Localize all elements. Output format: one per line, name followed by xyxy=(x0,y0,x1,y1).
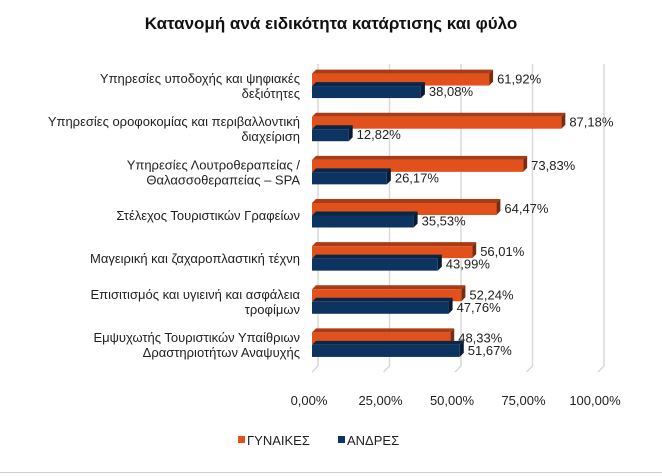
bar-front xyxy=(312,258,438,271)
bar-top xyxy=(312,254,442,259)
bar-top xyxy=(312,211,418,216)
category-label-line: Υπηρεσίες Λουτροθεραπείας / xyxy=(127,157,301,172)
legend-swatch xyxy=(338,436,345,443)
data-label: 52,24% xyxy=(469,287,514,302)
category-label-line: Θαλασσοθεραπείας – SPA xyxy=(146,172,300,187)
floor-gridline xyxy=(454,365,462,373)
category-label: Στέλεχος Τουριστικών Γραφείων xyxy=(116,208,300,223)
data-label: 12,82% xyxy=(357,127,402,142)
bar-side xyxy=(348,125,353,142)
bar-side xyxy=(472,242,477,259)
bar-top xyxy=(312,69,494,74)
x-tick-label: 50,00% xyxy=(430,393,475,408)
bar-men xyxy=(312,297,453,314)
bar-front xyxy=(312,301,449,314)
data-label: 64,47% xyxy=(504,201,549,216)
category-label-line: Δραστηριοτήτων Αναψυχής xyxy=(143,345,300,360)
category-label: Μαγειρική και ζαχαροπλαστική τέχνη xyxy=(90,251,300,266)
floor-gridline xyxy=(597,365,605,373)
bar-top xyxy=(312,297,453,302)
bar-side xyxy=(450,328,455,345)
category-label: Εμψυχωτής Τουριστικών Υπαίθριων Δραστηριο… xyxy=(93,330,300,360)
chart-title: Κατανομή ανά ειδικότητα κατάρτισης και φ… xyxy=(145,14,518,33)
bar-side xyxy=(496,199,501,215)
x-tick-label: 25,00% xyxy=(358,393,403,408)
bar-men xyxy=(312,82,425,99)
data-label: 35,53% xyxy=(422,214,467,229)
bar-men xyxy=(312,125,353,142)
x-tick-label: 0,00% xyxy=(291,393,328,408)
bar-side xyxy=(448,297,453,314)
bar-front xyxy=(312,86,421,99)
category-label-line: Εμψυχωτής Τουριστικών Υπαίθριων xyxy=(93,330,300,345)
x-tick-label: 100,00% xyxy=(569,393,621,408)
bar-top xyxy=(312,155,528,160)
bar-men xyxy=(312,340,464,357)
bar-top xyxy=(312,340,464,345)
data-label: 38,08% xyxy=(429,84,474,99)
bar-side xyxy=(561,112,566,129)
category-label: Υπηρεσίες οροφοκομίας και περιβαλλοντική… xyxy=(48,114,300,144)
floor-gridline xyxy=(382,365,391,373)
chart-border-bottom xyxy=(0,472,662,473)
bar-top xyxy=(312,112,566,117)
category-label-line: διαχείριση xyxy=(241,129,300,144)
bar-front xyxy=(312,215,414,228)
bar-side xyxy=(386,168,391,185)
bar-top xyxy=(312,199,501,203)
category-label-line: δεξιότητες xyxy=(242,86,300,101)
data-label: 87,18% xyxy=(569,115,614,130)
data-label: 61,92% xyxy=(497,72,542,87)
bar-front xyxy=(312,116,562,129)
data-label: 56,01% xyxy=(480,244,525,259)
bar-men xyxy=(312,254,442,271)
bar-front xyxy=(312,344,460,357)
bar-women xyxy=(312,112,566,129)
bar-top xyxy=(312,242,477,247)
x-tick-label: 75,00% xyxy=(501,393,546,408)
category-label-line: Υπηρεσίες οροφοκομίας και περιβαλλοντική xyxy=(48,114,300,129)
floor-gridline xyxy=(525,365,534,373)
category-label-line: Στέλεχος Τουριστικών Γραφείων xyxy=(116,208,300,223)
bar-front xyxy=(312,172,387,185)
bar-side xyxy=(461,285,466,302)
bar-top xyxy=(312,285,466,290)
bar-top xyxy=(312,328,455,333)
data-label: 48,33% xyxy=(458,330,503,345)
bar-side xyxy=(489,69,494,86)
bar-top xyxy=(312,168,391,173)
data-label: 43,99% xyxy=(446,257,491,272)
data-label: 26,17% xyxy=(395,170,440,185)
category-label: Υπηρεσίες Λουτροθεραπείας / Θαλασσοθεραπε… xyxy=(127,157,301,187)
data-label: 51,67% xyxy=(468,343,513,358)
legend-label: ΑΝΔΡΕΣ xyxy=(347,433,399,448)
category-label: Υπηρεσίες υποδοχής και ψηφιακές δεξιότητε… xyxy=(100,71,300,101)
bar-side xyxy=(420,82,425,99)
legend-label: ΓΥΝΑΙΚΕΣ xyxy=(247,433,310,448)
bar-front xyxy=(312,129,349,142)
legend-swatch xyxy=(238,436,245,443)
bar-side xyxy=(459,340,464,357)
data-label: 73,83% xyxy=(531,158,576,173)
floor-gridline xyxy=(311,365,319,373)
category-label-line: Μαγειρική και ζαχαροπλαστική τέχνη xyxy=(90,251,300,266)
bar-top xyxy=(312,125,353,130)
bar-men xyxy=(312,168,391,185)
category-label-line: Επισιτισμός και υγιεινή και ασφάλεια xyxy=(90,287,300,302)
category-label-line: Υπηρεσίες υποδοχής και ψηφιακές xyxy=(100,71,300,86)
bar-side xyxy=(437,254,442,271)
bar-side xyxy=(523,155,528,172)
data-label: 47,76% xyxy=(457,300,502,315)
category-label: Επισιτισμός και υγιεινή και ασφάλεια τροφ… xyxy=(90,287,300,317)
bar-side xyxy=(413,211,418,228)
bar-top xyxy=(312,82,425,87)
bar-men xyxy=(312,211,418,228)
category-label-line: τροφίμων xyxy=(245,302,300,317)
